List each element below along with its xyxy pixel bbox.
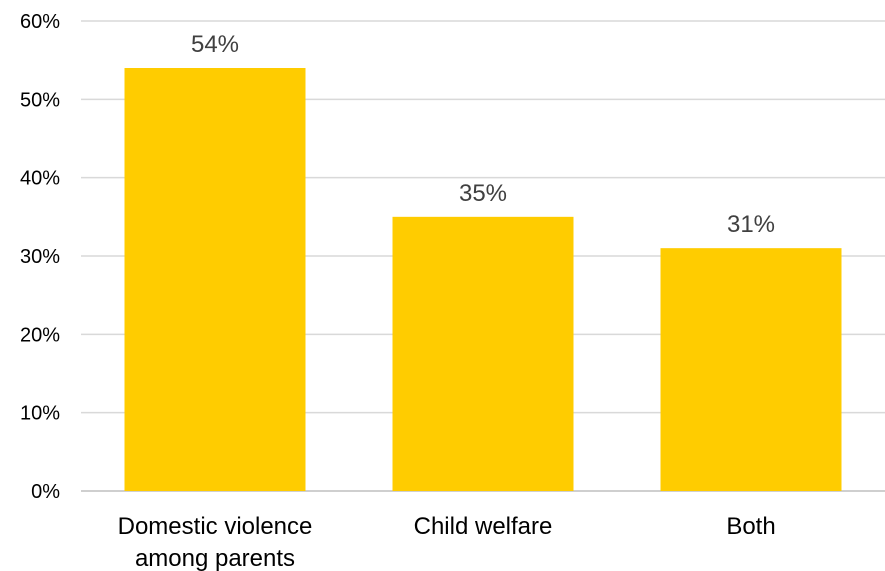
y-tick-label: 0% bbox=[31, 481, 60, 503]
data-label: 35% bbox=[459, 180, 507, 207]
category-label: among parents bbox=[135, 545, 295, 571]
y-axis-tick-labels: 0% 10% 20% 30% 40% 50% 60% bbox=[20, 11, 60, 503]
bar bbox=[392, 216, 574, 492]
category-labels: Domestic violence among parents Child welf… bbox=[118, 513, 776, 571]
category-label: Both bbox=[726, 513, 775, 540]
data-label: 31% bbox=[727, 211, 775, 238]
bars bbox=[124, 68, 842, 492]
bar bbox=[660, 248, 842, 491]
y-tick-label: 40% bbox=[20, 168, 60, 190]
y-tick-label: 30% bbox=[20, 246, 60, 268]
y-tick-label: 60% bbox=[20, 11, 60, 33]
y-tick-label: 50% bbox=[20, 89, 60, 111]
data-labels: 54% 35% 31% bbox=[191, 31, 775, 238]
category-label: Domestic violence bbox=[118, 513, 313, 540]
category-label: Child welfare bbox=[414, 513, 553, 540]
data-label: 54% bbox=[191, 31, 239, 58]
y-tick-label: 20% bbox=[20, 324, 60, 346]
y-tick-label: 10% bbox=[20, 403, 60, 425]
bar bbox=[124, 68, 306, 491]
